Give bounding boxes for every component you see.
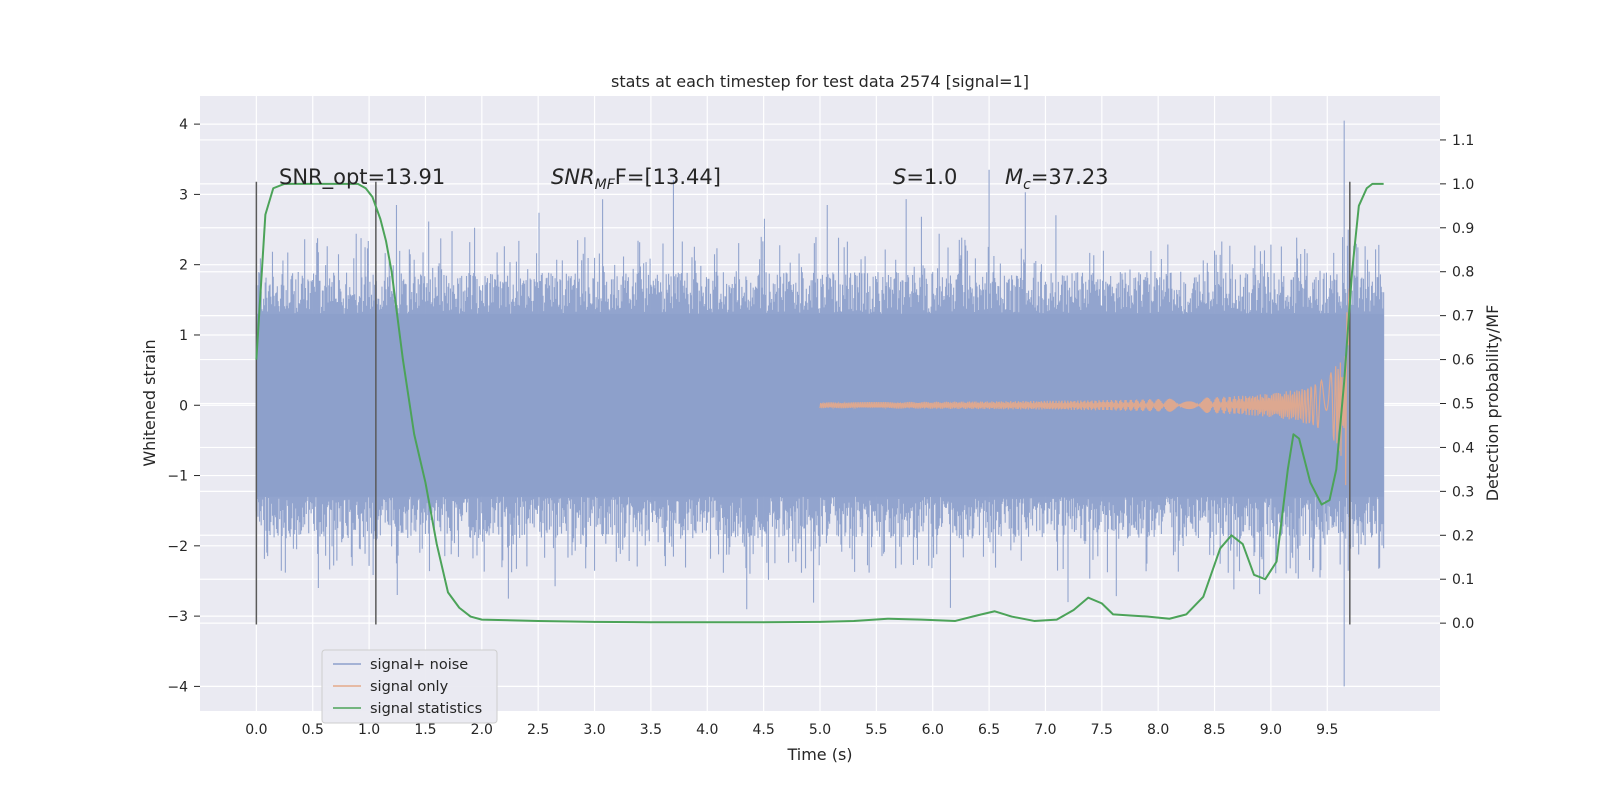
x-tick-label: 1.5 xyxy=(414,722,436,738)
x-axis-ticks: 0.0 0.5 1.0 1.5 2.0 2.5 3.0 3.5 4.0 4.5 5.0 5.5 6.0 6… xyxy=(245,722,1338,738)
y-right-tick-label: 0.0 xyxy=(1452,616,1474,632)
x-tick-label: 4.0 xyxy=(696,722,718,738)
y-left-tick-label: −3 xyxy=(167,609,188,625)
annotation-snr-mf-base: SNR xyxy=(551,165,595,189)
series-signal-statistics xyxy=(255,182,1384,624)
x-tick-label: 3.0 xyxy=(583,722,605,738)
chirp-trace xyxy=(819,288,1351,581)
y-left-tick-label: 1 xyxy=(179,328,188,344)
x-tick-label: 0.0 xyxy=(245,722,267,738)
y-right-tick-label: 0.5 xyxy=(1452,397,1474,413)
chart-title: stats at each timestep for test data 257… xyxy=(611,72,1029,91)
y-left-tick-label: 4 xyxy=(179,117,188,133)
x-tick-label: 4.5 xyxy=(753,722,775,738)
vertical-markers xyxy=(255,181,1351,625)
x-tick-label: 1.0 xyxy=(358,722,380,738)
x-tick-label: 9.0 xyxy=(1260,722,1282,738)
y-left-tick-label: −1 xyxy=(167,469,188,485)
y-left-tick-label: 3 xyxy=(179,187,188,203)
series-signal-only xyxy=(819,288,1351,581)
x-tick-label: 9.5 xyxy=(1316,722,1338,738)
x-tick-label: 8.5 xyxy=(1203,722,1225,738)
y-left-tick-label: −2 xyxy=(167,539,188,555)
x-tick-label: 8.0 xyxy=(1147,722,1169,738)
annotation-s: S=1.0 xyxy=(893,165,957,189)
y-right-tick-label: 0.4 xyxy=(1452,440,1474,456)
annotation-s-var: S xyxy=(893,165,906,189)
legend: signal+ noise signal only signal statist… xyxy=(321,649,498,724)
annotation-mc-var: M xyxy=(1005,165,1023,189)
annotation-mc-sub: c xyxy=(1023,177,1031,193)
y-right-tick-label: 0.9 xyxy=(1452,221,1474,237)
legend-label-signal-plus-noise: signal+ noise xyxy=(370,657,468,673)
x-tick-label: 7.5 xyxy=(1091,722,1113,738)
y-left-tick-label: −4 xyxy=(167,679,188,695)
y-right-tick-label: 0.3 xyxy=(1452,484,1474,500)
annotation-s-rest: =1.0 xyxy=(906,165,957,189)
annotation-mc-rest: =37.23 xyxy=(1031,165,1109,189)
stats-line xyxy=(255,182,1384,624)
y-right-tick-label: 1.0 xyxy=(1452,177,1474,193)
y-right-tick-label: 1.1 xyxy=(1452,133,1474,149)
x-tick-label: 2.0 xyxy=(471,722,493,738)
y-left-tick-label: 2 xyxy=(179,258,188,274)
x-tick-label: 3.5 xyxy=(640,722,662,738)
x-axis-label: Time (s) xyxy=(786,745,852,764)
y-axis-left-ticks: 4 3 2 1 0 −1 −2 −3 −4 xyxy=(167,117,200,695)
x-tick-label: 5.5 xyxy=(865,722,887,738)
legend-label-signal-statistics: signal statistics xyxy=(370,701,482,717)
annotation-snr-mf-sub: MF xyxy=(595,177,616,193)
x-tick-label: 2.5 xyxy=(527,722,549,738)
x-tick-label: 5.0 xyxy=(809,722,831,738)
annotation-mc: Mc=37.23 xyxy=(1005,165,1109,193)
y-right-tick-label: 0.7 xyxy=(1452,309,1474,325)
legend-label-signal-only: signal only xyxy=(370,679,449,695)
y-right-tick-label: 0.8 xyxy=(1452,265,1474,281)
annotation-snr-mf: SNRMFF=[13.44] xyxy=(551,165,721,193)
y-axis-right-label: Detection probability/MF xyxy=(1483,305,1502,502)
x-tick-label: 7.0 xyxy=(1034,722,1056,738)
y-left-tick-label: 0 xyxy=(179,398,188,414)
x-tick-label: 6.0 xyxy=(922,722,944,738)
y-axis-right-ticks: 1.1 1.0 0.9 0.8 0.7 0.6 0.5 0.4 0.3 0.2 0.1 0.0 xyxy=(1440,133,1474,632)
y-right-tick-label: 0.6 xyxy=(1452,353,1474,369)
x-tick-label: 6.5 xyxy=(978,722,1000,738)
y-right-tick-label: 0.2 xyxy=(1452,528,1474,544)
x-tick-label: 0.5 xyxy=(302,722,324,738)
legend-box xyxy=(321,649,498,724)
y-axis-left-label: Whitened strain xyxy=(140,339,159,466)
y-right-tick-label: 0.1 xyxy=(1452,572,1474,588)
annotation-snr-mf-rest: F=[13.44] xyxy=(615,165,721,189)
annotation-snr-opt: SNR_opt=13.91 xyxy=(279,165,445,190)
